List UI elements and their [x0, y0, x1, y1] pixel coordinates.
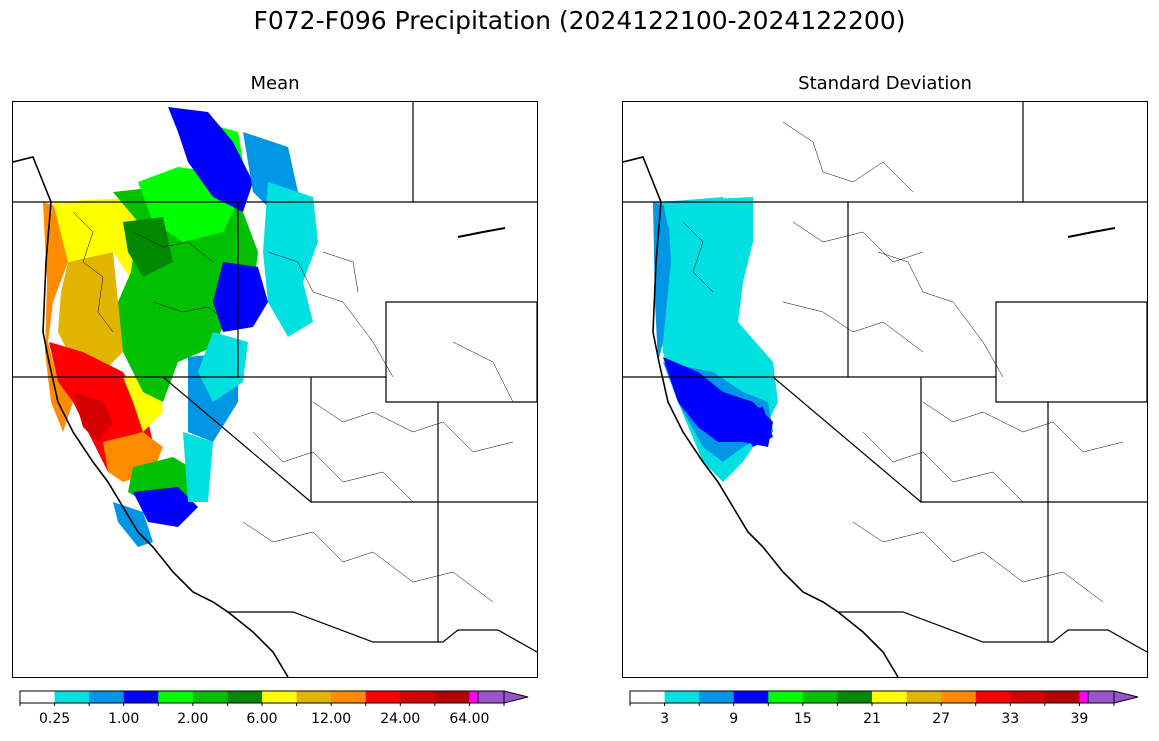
mean-darkred-region	[73, 392, 113, 442]
mean-basin-lines	[72, 211, 514, 603]
stddev-colorbar-extend-arrow	[1087, 690, 1139, 704]
mean-dark-green-region	[123, 217, 173, 277]
colorbar-segment	[54, 691, 90, 703]
colorbar-segment	[941, 691, 977, 703]
colorbar-segment	[296, 691, 332, 703]
colorbar-segment	[1044, 691, 1080, 703]
stddev-colorbar	[629, 690, 1139, 706]
colorbar-segment	[802, 691, 838, 703]
colorbar-segment	[123, 691, 159, 703]
colorbar-segment	[365, 691, 401, 703]
colorbar-segment	[975, 691, 1011, 703]
mean-cyan-region-2	[198, 332, 248, 402]
colorbar-segment	[158, 691, 194, 703]
colorbar-tick-label: 21	[863, 711, 881, 727]
colorbar-tick-label: 6.00	[246, 711, 278, 727]
colorbar-segment	[227, 691, 263, 703]
colorbar-tick-label: 27	[932, 711, 951, 727]
colorbar-tick-label: 2.00	[177, 711, 209, 727]
colorbar-segment	[434, 691, 470, 703]
stddev-state-boundaries	[623, 102, 1147, 653]
colorbar-tick-label: 33	[1001, 711, 1020, 727]
colorbar-segment	[89, 691, 125, 703]
colorbar-segment	[837, 691, 873, 703]
colorbar-tick-label: 39	[1070, 711, 1089, 727]
colorbar-segment	[262, 691, 298, 703]
mean-coastline	[13, 156, 289, 677]
stddev-blue-region-2	[733, 407, 773, 447]
colorbar-tick-label: 12.00	[311, 711, 352, 727]
colorbar-tick-label: 24.00	[380, 711, 421, 727]
mean-map	[12, 101, 538, 678]
colorbar-segment	[872, 691, 908, 703]
figure-title: F072-F096 Precipitation (2024122100-2024…	[253, 6, 906, 35]
stddev-cyan-north	[663, 197, 733, 242]
mean-panel-title: Mean	[250, 73, 300, 94]
mean-blue-central	[213, 262, 268, 332]
mean-gold-region	[58, 252, 123, 372]
colorbar-tick-label: 9	[729, 711, 739, 727]
mean-yellow-region	[53, 197, 143, 282]
colorbar-segment	[400, 691, 436, 703]
stddev-basin-lines	[682, 121, 1124, 603]
stddev-coastline	[623, 156, 899, 677]
colorbar-segment	[733, 691, 769, 703]
mean-cyan-south	[183, 432, 213, 502]
colorbar-segment	[331, 691, 367, 703]
colorbar-tick-label: 0.25	[38, 711, 71, 727]
colorbar-segment	[20, 691, 56, 703]
mean-state-boundaries	[13, 102, 537, 653]
colorbar-segment	[1010, 691, 1046, 703]
colorbar-segment	[906, 691, 942, 703]
colorbar-tick-label: 1.00	[108, 711, 140, 727]
mean-blue-south	[133, 487, 198, 527]
mean-blue-north	[168, 107, 253, 212]
mean-colorbar	[19, 690, 529, 706]
colorbar-segment	[664, 691, 700, 703]
colorbar-segment	[699, 691, 735, 703]
colorbar-tick-label: 64.00	[449, 711, 490, 727]
colorbar-segment	[768, 691, 804, 703]
stddev-map	[622, 101, 1148, 678]
stddev-panel-title: Standard Deviation	[798, 73, 972, 94]
colorbar-tick-label: 3	[660, 711, 670, 727]
colorbar-segment	[192, 691, 228, 703]
mean-great-lake	[457, 227, 506, 238]
colorbar-segment	[630, 691, 666, 703]
colorbar-tick-label: 15	[793, 711, 812, 727]
mean-orange-coast	[43, 202, 73, 432]
stddev-great-lake	[1067, 227, 1116, 238]
mean-colorbar-extend-arrow	[477, 690, 529, 704]
